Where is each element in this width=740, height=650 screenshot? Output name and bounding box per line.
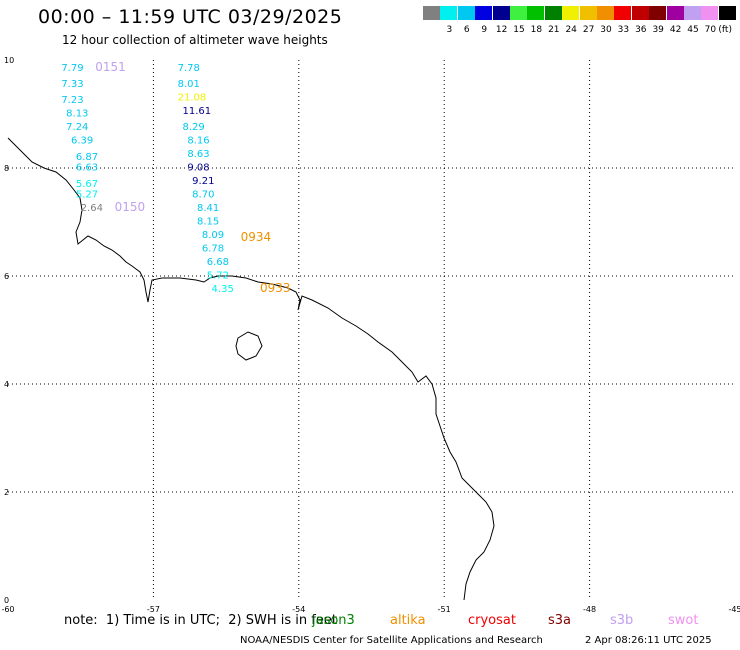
swh-value-label: 7.78 (178, 63, 200, 74)
island-outline (235, 331, 263, 361)
swh-value-label: 9.08 (187, 163, 209, 174)
swh-value-label: 7.23 (61, 95, 83, 106)
map-title: 00:00 – 11:59 UTC 03/29/2025 (38, 6, 343, 28)
swh-value-label: 8.29 (182, 122, 204, 133)
map-subtitle: 12 hour collection of altimeter wave hei… (62, 33, 328, 47)
x-tick-label: -51 (438, 605, 451, 614)
satellite-label: altika (390, 613, 426, 628)
swh-value-label: 5.67 (76, 179, 98, 190)
satellite-label: s3a (548, 613, 572, 628)
legend-swatch (614, 6, 632, 20)
swh-value-label: 5.27 (76, 190, 98, 201)
swh-value-label: 6.68 (207, 257, 229, 268)
pass-id-label: 0151 (95, 60, 126, 74)
legend-label: 27 (582, 25, 595, 35)
swh-value-label: 11.61 (182, 106, 211, 117)
legend-swatch (666, 6, 684, 20)
satellite-label: swot (668, 613, 699, 628)
credit-line: NOAA/NESDIS Center for Satellite Applica… (240, 635, 543, 646)
y-tick-label: 8 (4, 164, 9, 173)
legend-swatch (684, 6, 701, 20)
legend-label: 42 (669, 25, 682, 35)
legend-label: 6 (463, 25, 470, 35)
legend-swatch (718, 6, 736, 20)
satellite-label: cryosat (468, 613, 516, 628)
swh-value-label: 8.13 (66, 109, 88, 120)
swh-value-label: 8.16 (187, 136, 209, 147)
pass-id-label: 0150 (115, 200, 146, 214)
legend-label: 45 (687, 25, 699, 35)
pass-id-label: 0934 (241, 230, 272, 244)
legend-swatch (562, 6, 580, 20)
legend-swatch (631, 6, 649, 20)
satellite-label: jason3 (312, 613, 355, 628)
legend-swatch (510, 6, 527, 20)
swh-value-label: 8.09 (202, 230, 224, 241)
swh-value-label: 8.01 (178, 79, 200, 90)
legend-label: 9 (481, 25, 488, 35)
swh-value-label: 7.24 (66, 122, 88, 133)
legend-label: 70 (704, 25, 717, 35)
legend-swatch (457, 6, 475, 20)
generated-timestamp: 2 Apr 08:26:11 UTC 2025 (585, 635, 712, 646)
swh-value-label: 7.79 (61, 63, 83, 74)
swh-value-label: 9.21 (192, 176, 214, 187)
swh-value-label: 8.70 (192, 190, 214, 201)
swh-value-label: 7.33 (61, 79, 83, 90)
legend-label: 33 (617, 25, 630, 35)
x-tick-label: -57 (147, 605, 160, 614)
x-tick-label: -54 (292, 605, 305, 614)
legend-swatch (440, 6, 458, 20)
footer-note: note: 1) Time is in UTC; 2) SWH is in fe… (64, 613, 337, 628)
legend-swatch (597, 6, 614, 20)
legend-label: 21 (548, 25, 560, 35)
legend-label: 15 (513, 25, 525, 35)
swh-value-label: 21.08 (178, 93, 207, 104)
legend-label: 30 (600, 25, 612, 35)
legend-swatch (423, 6, 440, 20)
swh-value-label: 6.87 (76, 152, 98, 163)
satellite-label: s3b (610, 613, 634, 628)
legend-swatch (527, 6, 545, 20)
y-tick-label: 4 (4, 380, 9, 389)
legend-label: 18 (530, 25, 543, 35)
swh-value-label: 6.39 (71, 136, 93, 147)
swh-value-label: 8.63 (187, 149, 209, 160)
legend-label: 24 (565, 25, 577, 35)
x-tick-label: -60 (1, 605, 14, 614)
x-tick-label: -48 (583, 605, 596, 614)
swh-value-label: 6.63 (76, 163, 98, 174)
legend-swatch (544, 6, 562, 20)
pass-id-label: 0933 (260, 281, 291, 295)
legend-label: 36 (635, 25, 647, 35)
legend-swatch (475, 6, 493, 20)
legend-label: 12 (495, 25, 508, 35)
swh-value-label: 2.64 (81, 203, 103, 214)
y-tick-label: 0 (4, 596, 9, 605)
coastline (7, 137, 495, 601)
swh-value-label: 8.41 (197, 203, 219, 214)
y-tick-label: 2 (4, 488, 9, 497)
legend-label: 39 (652, 25, 664, 35)
legend-swatch (701, 6, 719, 20)
legend-swatch (492, 6, 510, 20)
legend-label: 3 (446, 25, 453, 35)
swh-value-label: 5.72 (207, 271, 229, 282)
swh-value-label: 6.78 (202, 244, 224, 255)
swh-value-label: 4.35 (212, 284, 234, 295)
swh-value-label: 8.15 (197, 217, 219, 228)
y-tick-label: 6 (4, 272, 9, 281)
y-tick-label: 10 (4, 56, 14, 65)
legend-swatch (649, 6, 667, 20)
legend-swatch (579, 6, 597, 20)
x-tick-label: -45 (728, 605, 740, 614)
legend-unit: (ft) (718, 25, 732, 35)
